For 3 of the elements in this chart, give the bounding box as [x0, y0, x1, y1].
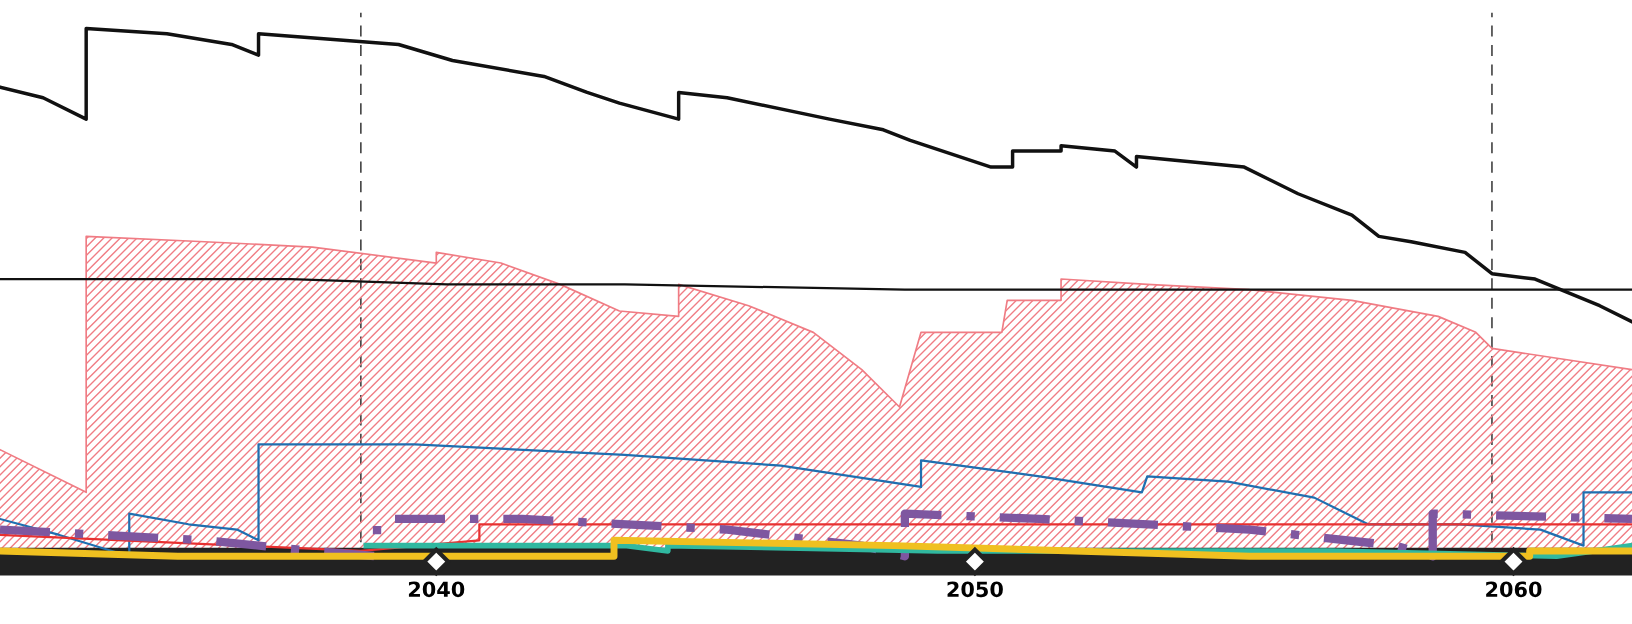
x-tick-label: 2060 [1486, 581, 1542, 598]
x-tick-label: 2040 [408, 581, 465, 598]
x-tick-label: 2050 [947, 581, 1003, 598]
